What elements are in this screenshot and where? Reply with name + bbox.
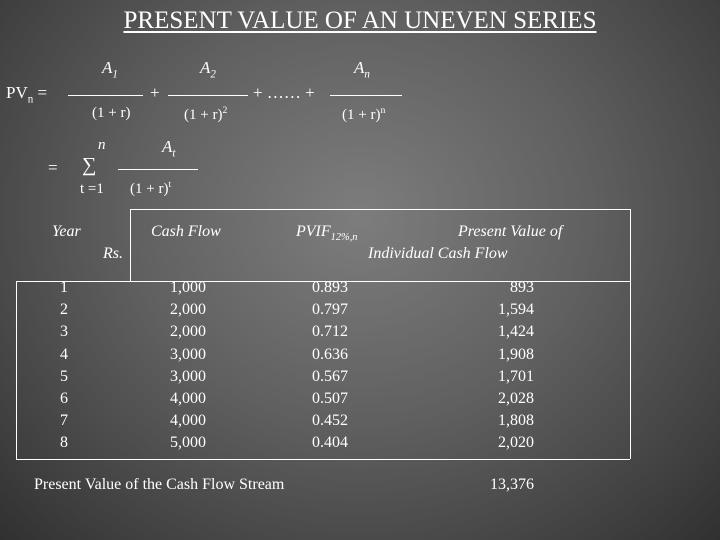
cash-flow-column: 1,000 2,000 2,000 3,000 3,000 4,000 4,00…	[160, 277, 206, 455]
table-cell-year: 5	[60, 367, 68, 385]
header-year: Year	[52, 223, 81, 240]
termn-denominator: (1 + r)n	[342, 105, 386, 123]
table-cell-pvif: 0.567	[312, 367, 348, 385]
table-cell-year: 3	[60, 323, 68, 341]
footer-total: 13,376	[490, 476, 534, 493]
table-cell-cash-flow: 3,000	[170, 345, 206, 363]
sum-numerator: At	[162, 137, 176, 160]
header-present-value-line1: Present Value of	[458, 223, 563, 240]
table-footer-divider	[16, 459, 630, 460]
table-cell-cash-flow: 4,000	[170, 412, 206, 430]
table-cell-pvif: 0.893	[312, 279, 348, 296]
year-column: 1 2 3 4 5 6 7 8	[60, 277, 68, 455]
table-cell-present-value: 2,028	[498, 390, 534, 408]
table-left-border	[16, 281, 17, 459]
table-cell-cash-flow: 2,000	[170, 301, 206, 319]
sum-fraction-bar	[118, 169, 198, 170]
sum-equals: =	[48, 158, 58, 177]
plus-sign: +	[150, 83, 160, 102]
table-cell-pvif: 0.636	[312, 345, 348, 363]
ellipsis-plus: + …… +	[253, 83, 315, 102]
termn-numerator: An	[354, 58, 370, 81]
table-cell-present-value: 1,908	[498, 345, 534, 363]
table-cell-pvif: 0.404	[312, 434, 348, 452]
header-cash-flow: Cash Flow	[151, 223, 221, 240]
table-cell-pvif: 0.797	[312, 301, 348, 319]
table-cell-pvif: 0.507	[312, 390, 348, 408]
table-cell-pvif: 0.452	[312, 412, 348, 430]
table-cell-present-value: 1,424	[498, 323, 534, 341]
table-cell-present-value: 1,594	[498, 301, 534, 319]
table-cell-year: 8	[60, 434, 68, 452]
pvif-column: 0.893 0.797 0.712 0.636 0.567 0.507 0.45…	[312, 277, 348, 455]
table-cell-present-value: 2,020	[498, 434, 534, 452]
table-cell-year: 6	[60, 390, 68, 408]
table-cell-pvif: 0.712	[312, 323, 348, 341]
term2-fraction-bar	[168, 95, 248, 96]
table-cell-year: 1	[60, 279, 68, 296]
header-rs: Rs.	[103, 245, 123, 262]
page-title: PRESENT VALUE OF AN UNEVEN SERIES	[123, 7, 597, 34]
header-present-value-line2: Individual Cash Flow	[368, 245, 508, 262]
table-cell-cash-flow: 3,000	[170, 367, 206, 385]
term1-denominator: (1 + r)	[92, 105, 131, 121]
termn-fraction-bar	[330, 95, 402, 96]
term2-numerator: A2	[200, 58, 216, 81]
table-right-border	[630, 209, 631, 459]
sum-upper-limit: n	[98, 137, 106, 153]
footer-label: Present Value of the Cash Flow Stream	[34, 476, 285, 493]
table-left-border-top	[130, 209, 131, 281]
table-cell-year: 2	[60, 301, 68, 319]
present-value-column: 893 1,594 1,424 1,908 1,701 2,028 1,808 …	[474, 277, 534, 455]
table-cell-present-value: 893	[510, 279, 534, 296]
term1-numerator: A1	[102, 58, 118, 81]
table-top-border	[130, 209, 630, 210]
sigma-icon: ∑	[82, 154, 97, 176]
table-cell-year: 4	[60, 345, 68, 363]
table-header-divider	[16, 281, 630, 282]
pv-label: PVn =	[6, 83, 48, 106]
table-cell-cash-flow: 4,000	[170, 390, 206, 408]
table-cell-year: 7	[60, 412, 68, 430]
table-cell-present-value: 1,701	[498, 367, 534, 385]
header-pvif: PVIF12%,n	[296, 223, 358, 244]
table-cell-cash-flow: 5,000	[170, 434, 206, 452]
table-cell-present-value: 1,808	[498, 412, 534, 430]
sum-lower-limit: t =1	[80, 181, 104, 197]
table-cell-cash-flow: 2,000	[170, 323, 206, 341]
sum-denominator: (1 + r)t	[130, 179, 172, 197]
term2-denominator: (1 + r)2	[184, 105, 228, 123]
term1-fraction-bar	[68, 95, 143, 96]
table-cell-cash-flow: 1,000	[170, 279, 206, 296]
